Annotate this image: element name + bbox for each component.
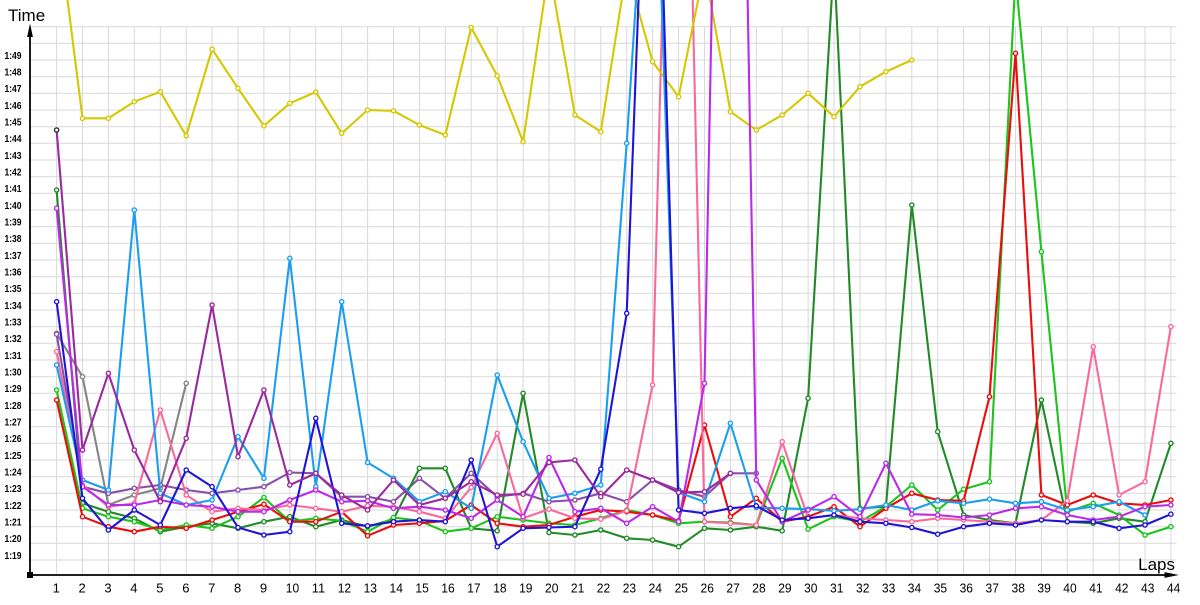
svg-text:1:40: 1:40 (5, 200, 22, 212)
svg-text:1:33: 1:33 (5, 317, 22, 329)
svg-text:1:23: 1:23 (5, 483, 22, 495)
svg-text:1:41: 1:41 (5, 183, 22, 195)
svg-text:36: 36 (960, 581, 973, 596)
svg-text:1:31: 1:31 (5, 350, 22, 362)
svg-text:40: 40 (1063, 581, 1076, 596)
svg-text:16: 16 (441, 581, 454, 596)
svg-text:27: 27 (726, 581, 739, 596)
svg-text:1:19: 1:19 (5, 550, 22, 562)
svg-text:1:39: 1:39 (5, 217, 22, 229)
svg-text:15: 15 (415, 581, 428, 596)
svg-text:1:45: 1:45 (5, 117, 22, 129)
svg-text:17: 17 (467, 581, 480, 596)
svg-text:1:48: 1:48 (5, 67, 22, 79)
svg-text:1:22: 1:22 (5, 500, 22, 512)
svg-text:2: 2 (79, 581, 86, 596)
svg-text:5: 5 (156, 581, 163, 596)
svg-text:1:21: 1:21 (5, 517, 22, 529)
svg-text:25: 25 (675, 581, 688, 596)
svg-text:1:38: 1:38 (5, 233, 22, 245)
svg-text:1:20: 1:20 (5, 533, 22, 545)
svg-text:39: 39 (1037, 581, 1050, 596)
svg-text:19: 19 (519, 581, 532, 596)
svg-text:42: 42 (1115, 581, 1128, 596)
svg-text:31: 31 (830, 581, 843, 596)
svg-text:22: 22 (597, 581, 610, 596)
svg-text:21: 21 (571, 581, 584, 596)
svg-text:1:26: 1:26 (5, 433, 22, 445)
svg-text:10: 10 (286, 581, 299, 596)
svg-text:1:47: 1:47 (5, 83, 22, 95)
svg-text:1: 1 (53, 581, 60, 596)
svg-text:11: 11 (312, 581, 325, 596)
svg-text:12: 12 (338, 581, 351, 596)
svg-text:33: 33 (882, 581, 895, 596)
svg-text:1:30: 1:30 (5, 367, 22, 379)
svg-text:13: 13 (364, 581, 377, 596)
svg-text:4: 4 (130, 581, 137, 596)
svg-text:1:34: 1:34 (5, 300, 22, 312)
svg-text:1:49: 1:49 (5, 50, 22, 62)
svg-text:7: 7 (208, 581, 215, 596)
svg-text:29: 29 (778, 581, 791, 596)
svg-text:1:27: 1:27 (5, 417, 22, 429)
svg-text:14: 14 (390, 581, 403, 596)
svg-text:34: 34 (908, 581, 921, 596)
svg-text:1:29: 1:29 (5, 383, 22, 395)
svg-text:28: 28 (752, 581, 765, 596)
svg-text:1:37: 1:37 (5, 250, 22, 262)
svg-text:32: 32 (856, 581, 869, 596)
svg-text:1:42: 1:42 (5, 167, 22, 179)
svg-text:18: 18 (493, 581, 506, 596)
svg-text:1:35: 1:35 (5, 283, 22, 295)
svg-text:Time: Time (8, 6, 45, 25)
svg-text:1:28: 1:28 (5, 400, 22, 412)
svg-text:35: 35 (934, 581, 947, 596)
svg-text:23: 23 (623, 581, 636, 596)
svg-text:1:44: 1:44 (5, 133, 22, 145)
svg-text:38: 38 (1012, 581, 1025, 596)
svg-text:9: 9 (260, 581, 267, 596)
svg-text:1:43: 1:43 (5, 150, 22, 162)
svg-text:1:24: 1:24 (5, 467, 22, 479)
svg-text:1:46: 1:46 (5, 100, 22, 112)
svg-text:41: 41 (1089, 581, 1102, 596)
svg-text:1:32: 1:32 (5, 333, 22, 345)
svg-text:37: 37 (986, 581, 999, 596)
svg-text:1:25: 1:25 (5, 450, 22, 462)
svg-text:20: 20 (545, 581, 558, 596)
svg-text:Laps: Laps (1138, 555, 1175, 574)
svg-text:24: 24 (649, 581, 662, 596)
svg-text:8: 8 (234, 581, 241, 596)
svg-text:26: 26 (701, 581, 714, 596)
svg-text:6: 6 (182, 581, 189, 596)
svg-text:1:36: 1:36 (5, 267, 22, 279)
svg-text:43: 43 (1141, 581, 1154, 596)
svg-text:3: 3 (104, 581, 111, 596)
svg-text:30: 30 (804, 581, 817, 596)
svg-text:44: 44 (1167, 581, 1180, 596)
